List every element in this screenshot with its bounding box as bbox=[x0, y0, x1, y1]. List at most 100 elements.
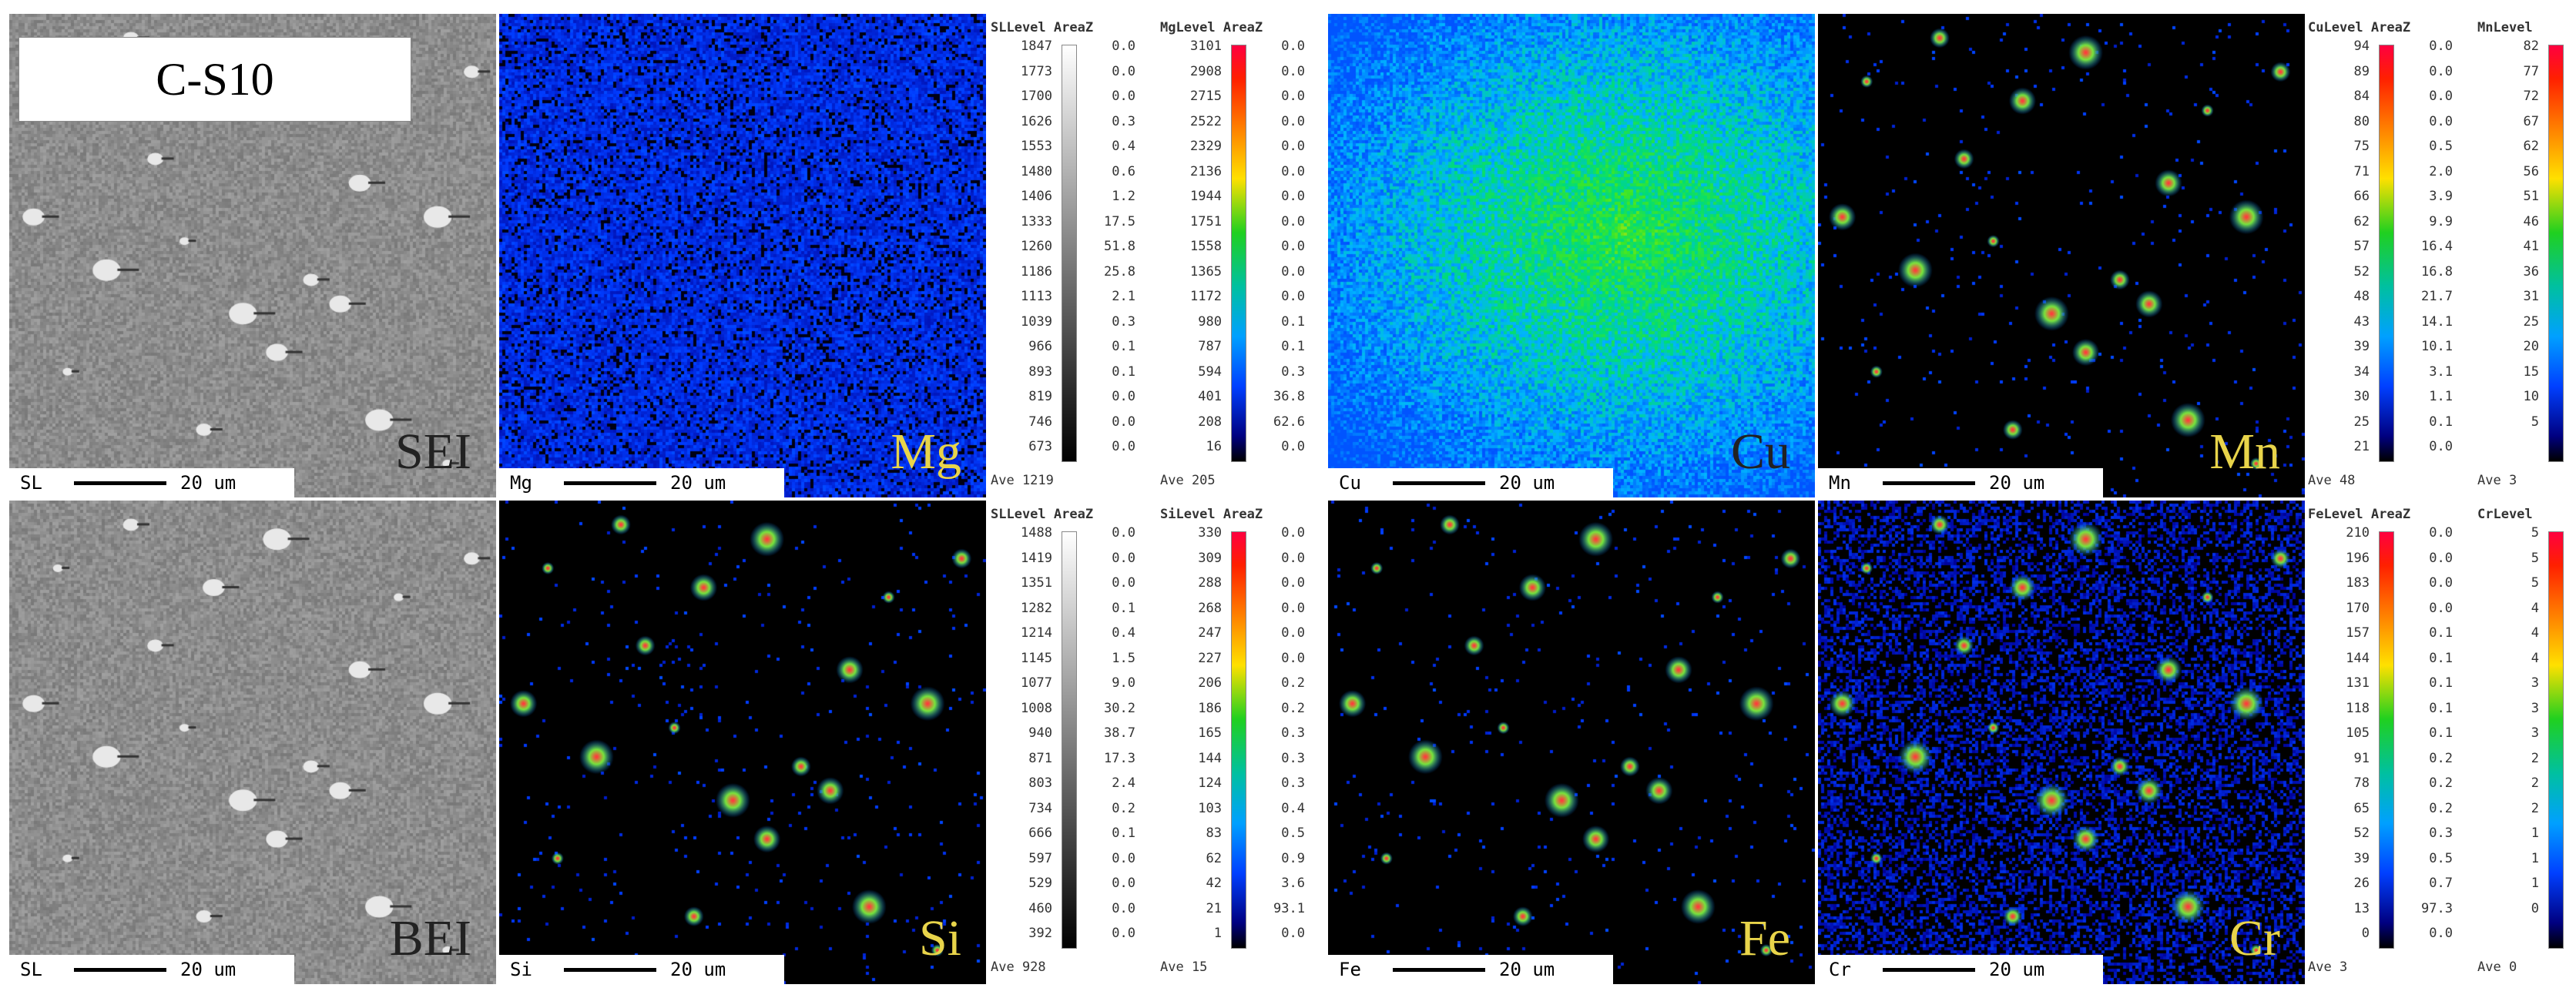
legend-area: 0.0 bbox=[2429, 439, 2453, 454]
legend-level: 66 bbox=[2353, 189, 2370, 204]
legend-average: Ave 3 bbox=[2308, 959, 2348, 975]
legend-area: 0.0 bbox=[2568, 264, 2576, 290]
legend-level: 3 bbox=[2531, 725, 2539, 741]
legend-level: 39 bbox=[2353, 850, 2370, 866]
legend-area: 0.1 bbox=[2429, 675, 2453, 691]
legend-level: 4 bbox=[2531, 650, 2539, 666]
scale-bar: Si 20 um bbox=[499, 955, 784, 984]
legend-level: 77 bbox=[2523, 63, 2539, 79]
legend-level bbox=[2477, 926, 2539, 951]
legend-area: 16.8 bbox=[2421, 263, 2453, 280]
legend-level: 1847 bbox=[1021, 39, 1052, 54]
legend-area: 0.0 bbox=[1281, 189, 1305, 204]
panel-label-sei: SEI bbox=[395, 424, 471, 480]
color-scale-bar bbox=[1062, 45, 1077, 462]
color-scale-bar bbox=[1231, 531, 1246, 949]
legend-area: 0.0 bbox=[2429, 39, 2453, 54]
legend-level: 94 bbox=[2353, 39, 2370, 54]
legend-level: 746 bbox=[1028, 414, 1052, 430]
legend-level: 210 bbox=[2346, 525, 2370, 541]
legend-level: 1333 bbox=[1021, 213, 1052, 229]
legend-level: 227 bbox=[1198, 650, 1222, 666]
panel-label-cr: Cr bbox=[2229, 910, 2280, 966]
legend-level: 89 bbox=[2353, 63, 2370, 79]
legend-area: 0.2 bbox=[2429, 800, 2453, 816]
legend-area: 0.0 bbox=[2568, 339, 2576, 364]
legend-area: 0.1 bbox=[1112, 363, 1135, 380]
legend-area: 14.1 bbox=[2421, 313, 2453, 330]
legend-level: 62 bbox=[1206, 850, 1222, 866]
legend-level: 75 bbox=[2353, 139, 2370, 154]
legend-area: 0.0 bbox=[2429, 575, 2453, 591]
legend-area: 3.1 bbox=[2429, 363, 2453, 380]
legend-level: 42 bbox=[1206, 876, 1222, 891]
legend-area: 0.0 bbox=[1281, 289, 1305, 304]
legend-level: 71 bbox=[2353, 163, 2370, 179]
scale-bar: Mg 20 um bbox=[499, 468, 784, 497]
legend-level: 41 bbox=[2523, 239, 2539, 254]
legend-area: 0.0 bbox=[1112, 39, 1135, 54]
legend-area: 0.4 bbox=[1281, 800, 1305, 816]
legend-area: 0.0 bbox=[1112, 525, 1135, 541]
legend-level: 1 bbox=[2531, 850, 2539, 866]
legend-area: 0.0 bbox=[1281, 926, 1305, 941]
panel-label-fe: Fe bbox=[1739, 910, 1790, 966]
color-scale-bar bbox=[2379, 45, 2394, 462]
legend-level: 1282 bbox=[1021, 600, 1052, 616]
legend-header: SiLevel AreaZ bbox=[1160, 507, 1263, 522]
legend-area: 0.0 bbox=[2429, 525, 2453, 541]
legend-level: 1 bbox=[2531, 876, 2539, 891]
legend-level: 206 bbox=[1198, 675, 1222, 691]
legend-area: 0.0 bbox=[2429, 550, 2453, 566]
legend-area: 0.1 bbox=[1281, 313, 1305, 330]
legend-level: 31 bbox=[2523, 289, 2539, 304]
legend-level: 734 bbox=[1028, 800, 1052, 816]
legend-level: 1480 bbox=[1021, 163, 1052, 179]
legend-level: 5 bbox=[2531, 414, 2539, 430]
legend-header: MgLevel AreaZ bbox=[1160, 20, 1263, 35]
legend-area: 0.0 bbox=[1281, 63, 1305, 79]
legend-area: 36.8 bbox=[1273, 389, 1305, 404]
legend-area: 0.0 bbox=[2568, 139, 2576, 164]
legend-level: 673 bbox=[1028, 439, 1052, 454]
panel-label-mn: Mn bbox=[2209, 424, 2280, 480]
legend-level: 966 bbox=[1028, 339, 1052, 354]
legend-area: 0.9 bbox=[1281, 850, 1305, 866]
legend-average: Ave 15 bbox=[1160, 959, 1208, 975]
legend-area: 0.0 bbox=[1281, 600, 1305, 616]
legend-level: 1700 bbox=[1021, 89, 1052, 104]
legend-area: 25.8 bbox=[1104, 263, 1135, 280]
mn-map: Mn Mn 20 um bbox=[1818, 14, 2305, 497]
legend-area: 0.1 bbox=[2429, 625, 2453, 641]
scale-bar: SL 20 um bbox=[9, 468, 294, 497]
legend-area: 97.3 bbox=[2421, 900, 2453, 916]
legend-level: 460 bbox=[1028, 900, 1052, 916]
legend-average: Ave 205 bbox=[1160, 473, 1216, 488]
legend-level: 1186 bbox=[1021, 263, 1052, 280]
legend-level: 1351 bbox=[1021, 575, 1052, 591]
legend-level: 666 bbox=[1028, 826, 1052, 841]
legend-area: 16.4 bbox=[2421, 239, 2453, 254]
color-scale-bar bbox=[2379, 531, 2394, 949]
legend-area: 0.0 bbox=[2429, 926, 2453, 941]
legend-level: 4 bbox=[2531, 600, 2539, 616]
legend-level: 21 bbox=[2353, 439, 2370, 454]
legend-area: 0.0 bbox=[2568, 414, 2576, 440]
legend-level: 5 bbox=[2531, 550, 2539, 566]
legend-level: 30 bbox=[2353, 389, 2370, 404]
legend-level: 10 bbox=[2523, 389, 2539, 404]
legend-header: CuLevel AreaZ bbox=[2308, 20, 2411, 35]
legend-level: 144 bbox=[1198, 750, 1222, 766]
legend-level: 1488 bbox=[1021, 525, 1052, 541]
legend-header: SLLevel AreaZ bbox=[991, 20, 1094, 35]
legend-area: 0.0 bbox=[2568, 314, 2576, 340]
legend-level: 196 bbox=[2346, 550, 2370, 566]
legend-average: Ave 0 bbox=[2477, 959, 2517, 975]
legend-level: 0 bbox=[2361, 926, 2370, 941]
legend-level: 83 bbox=[1206, 826, 1222, 841]
legend-area: 0.1 bbox=[2429, 414, 2453, 430]
legend-area: 0.0 bbox=[2568, 189, 2576, 214]
legend-area: 0.0 bbox=[1112, 63, 1135, 79]
legend-level: 157 bbox=[2346, 625, 2370, 641]
legend-area: 0.0 bbox=[2568, 239, 2576, 264]
